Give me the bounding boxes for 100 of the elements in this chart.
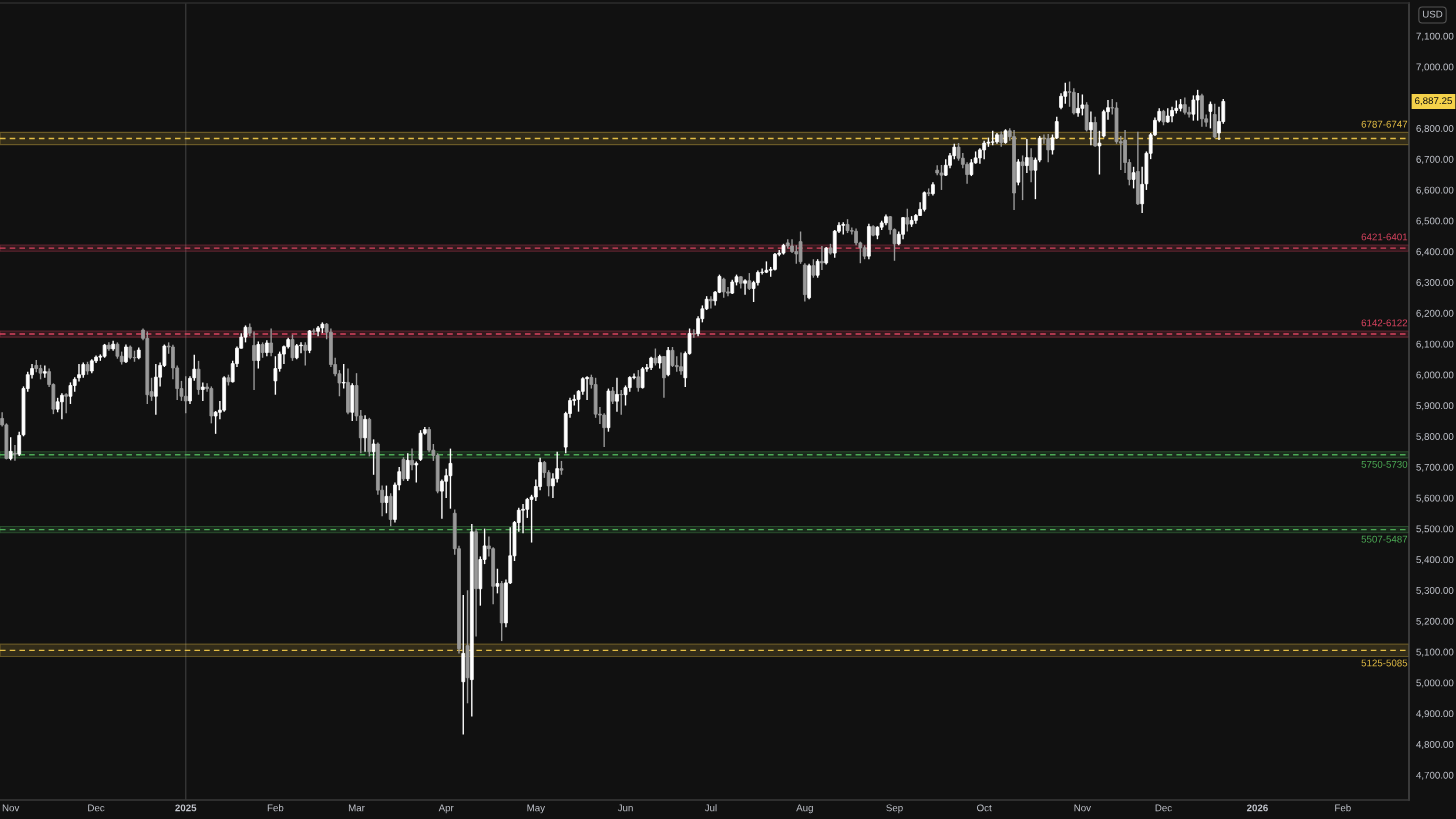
candlestick	[551, 472, 555, 499]
candlestick	[13, 444, 17, 462]
y-tick-label: 6,200.00	[1416, 309, 1454, 318]
candlestick	[363, 414, 367, 453]
y-tick-label: 5,400.00	[1416, 556, 1454, 565]
candlestick	[619, 389, 624, 416]
candlestick	[60, 392, 64, 421]
y-tick-label: 6,700.00	[1416, 155, 1454, 164]
band-label: 5125-5085	[1361, 659, 1408, 667]
x-tick-label: Nov	[1074, 804, 1091, 812]
candlestick	[290, 333, 295, 362]
x-tick-label: Sep	[886, 804, 903, 814]
x-tick-label: May	[527, 804, 546, 814]
candlestick	[670, 346, 675, 368]
candlestick	[679, 351, 683, 376]
candlestick	[196, 360, 201, 396]
candlestick	[124, 343, 128, 364]
candlestick	[721, 277, 726, 299]
candlestick	[1020, 154, 1025, 201]
candlestick	[743, 278, 747, 296]
y-tick-label: 4,900.00	[1416, 710, 1454, 719]
candlestick	[1212, 103, 1217, 139]
candlestick	[798, 230, 803, 265]
candlestick	[414, 460, 419, 484]
candlestick	[521, 503, 525, 535]
y-tick-label: 6,400.00	[1416, 248, 1454, 257]
y-tick-label: 7,000.00	[1416, 63, 1454, 72]
y-tick-label: 6,500.00	[1416, 217, 1454, 226]
y-tick-label: 5,200.00	[1416, 617, 1454, 626]
candlestick	[905, 208, 910, 233]
y-tick-label: 5,700.00	[1416, 463, 1454, 472]
x-tick-label: Apr	[438, 804, 454, 814]
candlestick	[1131, 166, 1136, 190]
candlestick	[615, 377, 619, 413]
candlestick	[815, 258, 820, 279]
y-tick-label: 4,800.00	[1416, 740, 1454, 750]
candlestick	[1046, 133, 1051, 163]
y-tick-label: 6,600.00	[1416, 186, 1454, 195]
candlestick	[495, 568, 500, 595]
x-tick-label: Mar	[348, 804, 365, 812]
candlestick	[1016, 158, 1021, 187]
candlestick	[662, 355, 666, 399]
x-tick-label: 2026	[1246, 804, 1268, 812]
candlestick	[68, 381, 73, 405]
candlestick	[153, 363, 158, 416]
candlestick	[273, 355, 278, 396]
band-label: 6787-6747	[1361, 120, 1408, 128]
y-tick-label: 5,000.00	[1416, 679, 1454, 688]
candlestick	[585, 375, 589, 401]
candlestick	[922, 190, 927, 213]
candlestick	[1208, 100, 1213, 130]
candlestick	[1200, 93, 1204, 128]
band-label: 5507-5487	[1361, 535, 1408, 543]
y-tick-label: 5,600.00	[1416, 494, 1454, 503]
candlestick	[982, 139, 987, 160]
candlestick	[371, 438, 376, 476]
annotation: 6,887.25	[1415, 97, 1452, 106]
x-tick-label: Jul	[704, 804, 717, 812]
y-tick-label: 4,700.00	[1416, 771, 1454, 780]
candlestick	[388, 492, 393, 527]
candlestick	[269, 327, 273, 357]
x-tick-label: 2025	[175, 804, 197, 812]
x-tick-label: Aug	[796, 804, 813, 814]
candlestick	[1093, 115, 1098, 148]
candlestick	[64, 392, 69, 414]
candlestick	[820, 245, 824, 271]
candlestick	[405, 452, 410, 482]
band-label: 6142-6122	[1361, 319, 1408, 327]
candlestick	[1191, 94, 1196, 122]
candlestick	[1089, 110, 1093, 146]
x-tick-label: Feb	[267, 804, 284, 812]
candlestick	[1080, 93, 1085, 117]
candlestick	[1076, 92, 1080, 118]
y-tick-label: 5,300.00	[1416, 587, 1454, 596]
candlestick	[183, 375, 188, 414]
y-tick-label: 5,500.00	[1416, 525, 1454, 534]
x-tick-label: Oct	[977, 804, 992, 812]
y-tick-label: 5,800.00	[1416, 433, 1454, 442]
candlestick	[299, 341, 303, 354]
candlestick	[939, 164, 944, 191]
band-label: 5750-5730	[1361, 460, 1408, 468]
candlestick	[811, 258, 816, 279]
candlestick	[1195, 89, 1200, 122]
y-tick-label: 6,300.00	[1416, 279, 1454, 288]
candlestick	[691, 328, 696, 339]
candlestick	[448, 447, 453, 510]
candlestick	[1029, 147, 1033, 183]
band-label: 6421-6401	[1361, 233, 1408, 241]
y-tick-label: 5,100.00	[1416, 648, 1454, 657]
candlestick	[8, 436, 13, 462]
x-tick-label: Jun	[617, 804, 633, 812]
candlestick	[384, 484, 389, 514]
y-tick-label: 6,800.00	[1416, 125, 1454, 134]
x-tick-label: Dec	[1155, 804, 1172, 812]
candlestick	[200, 381, 205, 402]
y-tick-label: 5,900.00	[1416, 402, 1454, 411]
candlestick	[901, 216, 905, 240]
text: USD	[1422, 10, 1443, 18]
candlestick	[42, 364, 47, 379]
x-tick-label: Feb	[1335, 804, 1351, 812]
